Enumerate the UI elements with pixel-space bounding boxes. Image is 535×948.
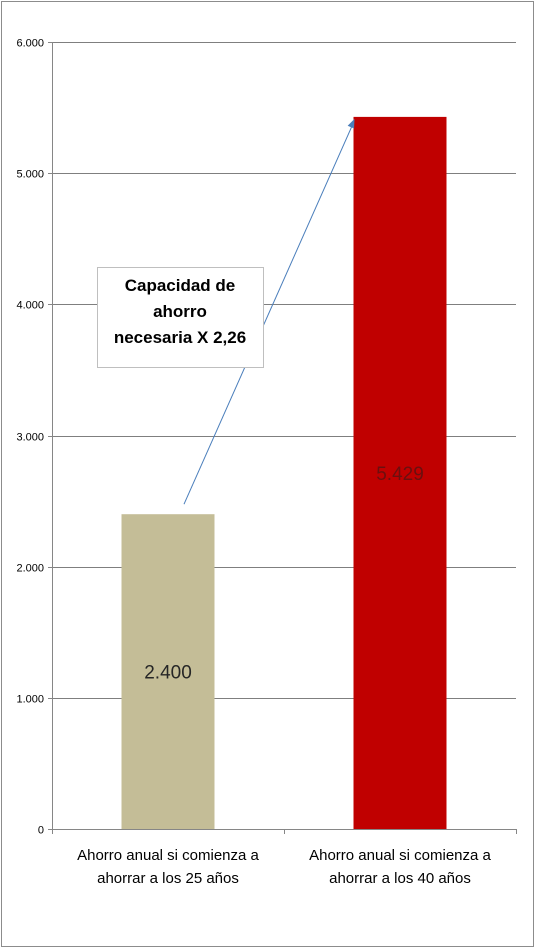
arrow-line — [183, 124, 353, 505]
arrow-head — [347, 118, 355, 129]
data-labels: 2.400 5.429 — [144, 464, 424, 684]
x-tick-label: Ahorro anual si comienza a — [77, 847, 259, 864]
data-label: 2.400 — [144, 663, 192, 684]
data-label: 5.429 — [376, 464, 424, 485]
bars — [121, 116, 447, 829]
y-tick-label: 2.000 — [16, 563, 44, 575]
x-tick-label: ahorrar a los 40 años — [329, 870, 471, 887]
y-tick-label: 3.000 — [16, 432, 44, 444]
x-tick-label: Ahorro anual si comienza a — [309, 847, 491, 864]
x-tick-label: ahorrar a los 25 años — [97, 870, 239, 887]
y-tick-label: 6.000 — [16, 38, 44, 50]
annotation-text: necesaria X 2,26 — [114, 328, 246, 347]
y-tick-label: 4.000 — [16, 300, 44, 312]
bar — [353, 116, 447, 829]
annotation-text: ahorro — [153, 302, 207, 321]
annotation-box — [97, 267, 264, 368]
annotation-text: Capacidad de — [125, 276, 236, 295]
y-tick-label: 0 — [38, 825, 44, 837]
axes: 0 1.000 2.000 3.000 4.000 5.000 6.000 Ahorro an… — [16, 38, 517, 887]
y-tick-label: 1.000 — [16, 694, 44, 706]
y-tick-label: 5.000 — [16, 169, 44, 181]
bar — [121, 514, 215, 829]
annotation: Capacidad de ahorro necesaria X 2,26 — [97, 118, 355, 505]
